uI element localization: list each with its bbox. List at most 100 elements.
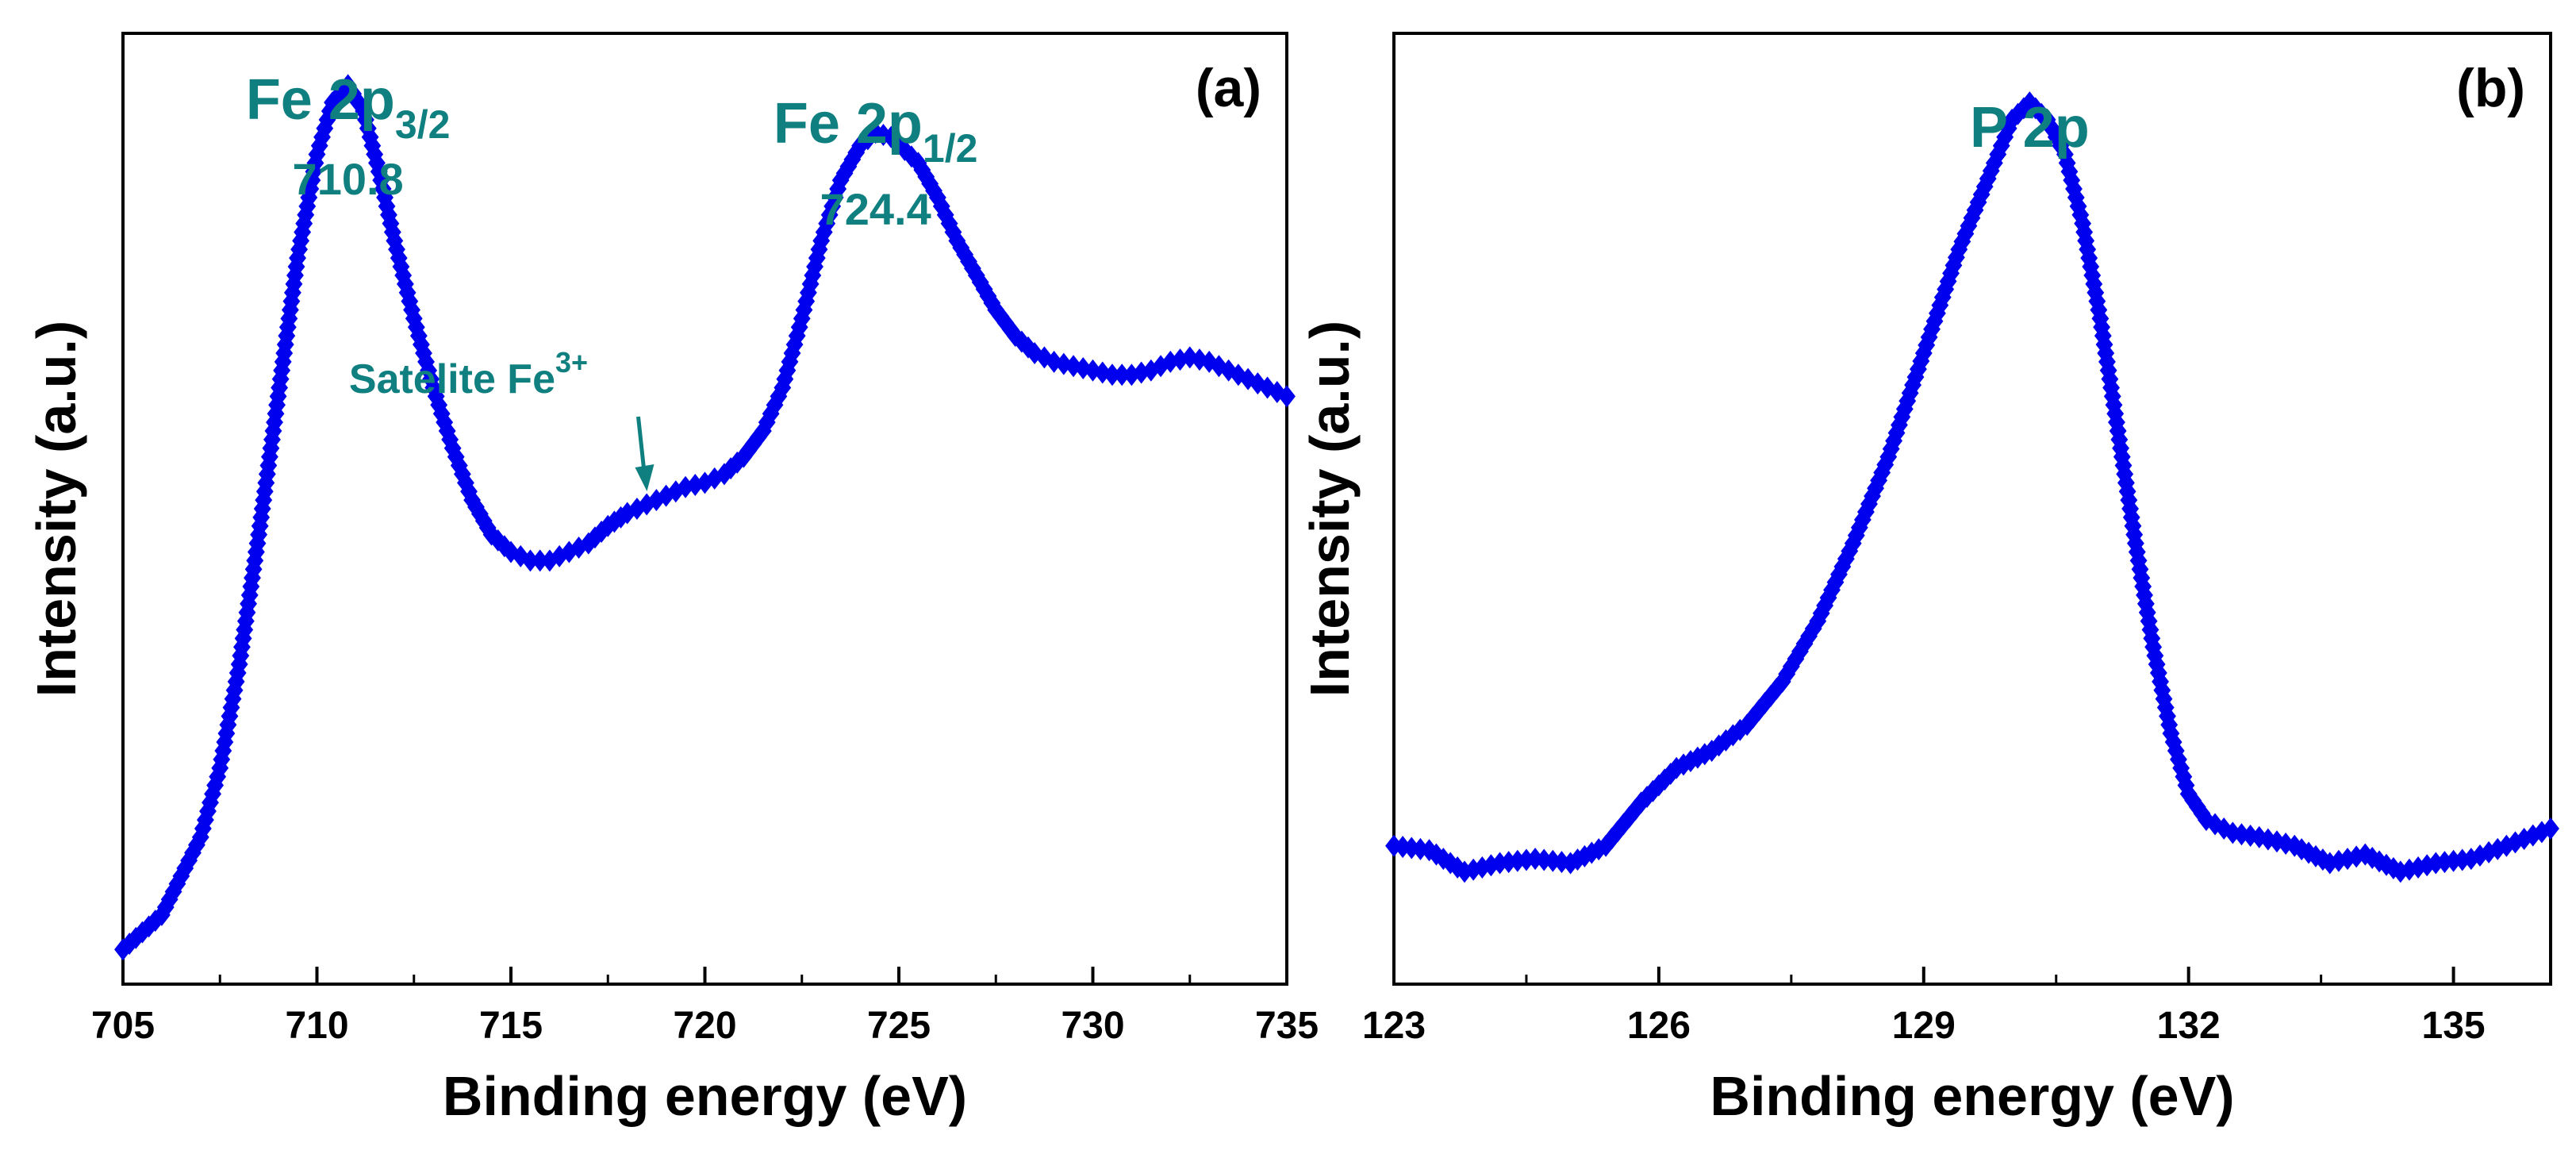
- data-marker: [127, 926, 145, 949]
- data-marker: [368, 152, 386, 175]
- x-tick-label: 132: [2157, 1005, 2221, 1047]
- data-marker: [386, 229, 404, 252]
- data-marker: [983, 291, 1001, 314]
- x-tick-label: 720: [673, 1005, 736, 1047]
- x-axis-title: Binding energy (eV): [1710, 1065, 2234, 1127]
- data-marker: [1054, 352, 1073, 375]
- panel-b: 123 126 129 132 135 Binding energy (eV) Intens…: [1299, 32, 2559, 1127]
- data-marker: [1920, 325, 1938, 348]
- data-marker: [1668, 756, 1686, 779]
- data-marker: [586, 526, 604, 549]
- data-marker: [1857, 500, 1875, 523]
- data-marker: [1688, 746, 1706, 769]
- data-marker: [366, 143, 384, 166]
- data-marker: [2224, 821, 2242, 844]
- data-marker: [1526, 848, 1544, 871]
- data-marker: [917, 165, 935, 188]
- data-marker: [1508, 849, 1526, 872]
- data-marker: [308, 143, 326, 166]
- data-marker: [1923, 317, 1941, 340]
- data-marker: [801, 272, 820, 295]
- data-marker: [889, 132, 907, 155]
- data-marker: [971, 271, 989, 294]
- data-marker: [450, 454, 468, 477]
- data-marker: [1918, 333, 1936, 356]
- data-marker: [321, 100, 339, 123]
- data-marker: [1979, 167, 1997, 190]
- data-marker: [380, 203, 397, 226]
- data-marker: [2052, 134, 2070, 157]
- peak-label: Fe 2p3/2: [246, 68, 451, 147]
- series-trace: [1385, 91, 2559, 883]
- data-marker: [357, 108, 374, 131]
- data-marker: [1804, 617, 1822, 640]
- data-marker: [424, 376, 443, 399]
- data-marker: [1928, 302, 1946, 325]
- data-marker: [1535, 848, 1553, 871]
- data-marker: [412, 333, 430, 356]
- x-tick-label: 730: [1061, 1005, 1124, 1047]
- data-marker: [2268, 830, 2286, 853]
- data-marker: [1249, 372, 1267, 395]
- data-marker: [1278, 385, 1296, 408]
- series-trace: [114, 74, 1296, 961]
- data-marker: [921, 172, 939, 195]
- x-tick-label: 725: [867, 1005, 931, 1047]
- data-marker: [1491, 852, 1509, 875]
- data-marker: [1434, 848, 1453, 871]
- data-marker: [2033, 102, 2051, 125]
- data-marker: [1893, 406, 1911, 429]
- data-marker: [184, 841, 202, 864]
- data-marker: [2515, 828, 2533, 851]
- data-marker: [1200, 350, 1219, 373]
- data-marker: [618, 502, 636, 525]
- x-tick-label: 735: [1255, 1005, 1319, 1047]
- data-marker: [810, 238, 828, 261]
- data-marker: [194, 817, 212, 840]
- data-marker: [812, 229, 831, 252]
- data-marker: [858, 128, 877, 151]
- data-marker: [776, 367, 794, 390]
- data-marker: [979, 285, 997, 308]
- y-axis-title: Intensity (a.u.): [25, 321, 87, 697]
- data-marker: [1093, 361, 1111, 384]
- data-marker: [2532, 821, 2551, 844]
- data-marker: [2418, 854, 2436, 877]
- y-axis-title: Intensity (a.u.): [1299, 321, 1361, 697]
- data-marker: [1403, 837, 1421, 860]
- data-marker: [1420, 839, 1438, 862]
- satellite-label: Satelite Fe3+: [349, 346, 588, 402]
- panel-label: (b): [2456, 58, 2525, 118]
- data-marker: [324, 91, 341, 114]
- data-marker: [2188, 795, 2206, 818]
- data-marker: [1142, 359, 1160, 382]
- data-marker: [1045, 350, 1063, 373]
- data-marker: [1782, 655, 1800, 678]
- data-marker: [199, 800, 217, 823]
- data-marker: [956, 243, 974, 266]
- data-marker: [716, 463, 733, 486]
- data-marker: [1966, 198, 1984, 221]
- data-marker: [372, 169, 390, 192]
- data-marker: [2056, 143, 2074, 166]
- data-marker: [677, 475, 694, 498]
- data-marker: [1682, 750, 1699, 773]
- data-marker: [531, 549, 549, 572]
- data-marker: [1609, 820, 1626, 843]
- data-marker: [355, 100, 373, 123]
- data-marker: [739, 439, 758, 462]
- x-tick-label: 705: [91, 1005, 155, 1047]
- data-marker: [457, 471, 474, 494]
- x-axis-title: Binding energy (eV): [443, 1065, 967, 1127]
- data-marker: [489, 529, 507, 552]
- x-tick-label: 129: [1892, 1005, 1956, 1047]
- data-marker: [1879, 445, 1898, 468]
- data-marker: [851, 134, 870, 157]
- data-marker: [339, 74, 357, 97]
- data-marker: [204, 783, 222, 806]
- peak-value-label: 724.4: [820, 184, 931, 234]
- data-marker: [975, 278, 993, 301]
- data-marker: [896, 139, 914, 162]
- data-marker: [1427, 843, 1445, 866]
